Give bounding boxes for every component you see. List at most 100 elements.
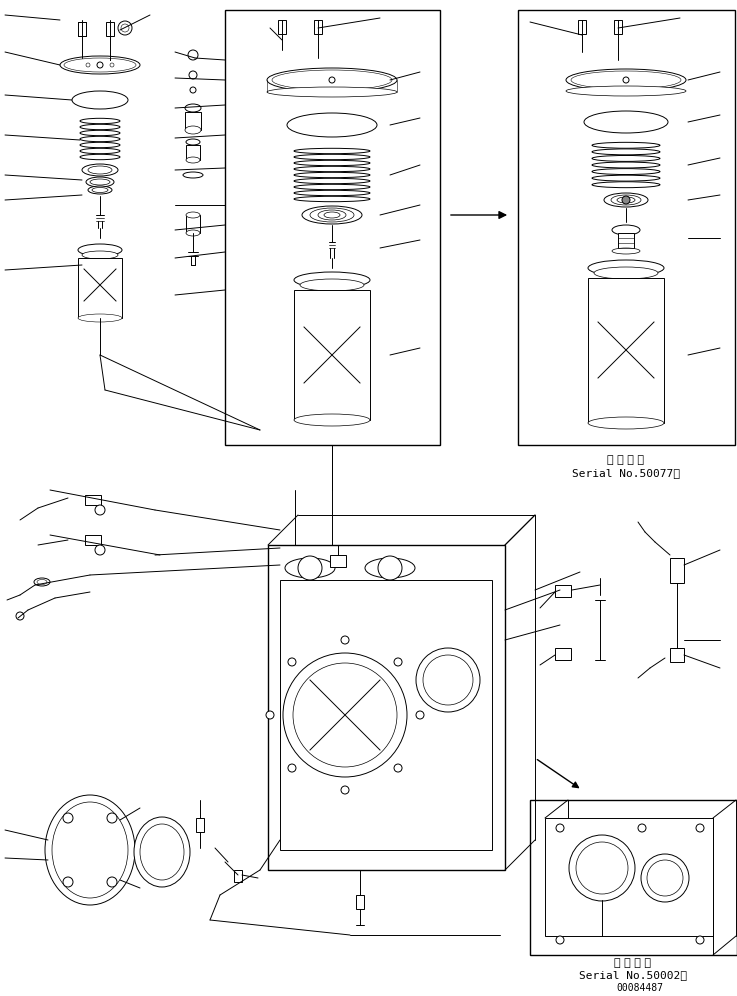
Ellipse shape: [592, 155, 660, 161]
Bar: [670, 558, 684, 583]
Text: 適 用 号 機: 適 用 号 機: [615, 958, 652, 968]
Ellipse shape: [592, 181, 660, 187]
Bar: [85, 495, 101, 505]
Bar: [618, 233, 634, 251]
Text: Serial No.50077～: Serial No.50077～: [572, 468, 680, 478]
Ellipse shape: [592, 168, 660, 174]
Circle shape: [423, 655, 473, 705]
Ellipse shape: [294, 184, 370, 189]
Circle shape: [341, 636, 349, 644]
Ellipse shape: [611, 195, 641, 205]
Text: Serial No.50002～: Serial No.50002～: [579, 970, 687, 980]
Ellipse shape: [612, 225, 640, 235]
Circle shape: [394, 658, 402, 666]
Ellipse shape: [294, 178, 370, 183]
Ellipse shape: [365, 558, 415, 578]
Ellipse shape: [186, 157, 200, 163]
Bar: [545, 818, 713, 936]
Circle shape: [86, 63, 90, 67]
Circle shape: [107, 813, 117, 823]
Bar: [555, 648, 571, 660]
Ellipse shape: [294, 196, 370, 202]
Circle shape: [576, 842, 628, 894]
Ellipse shape: [88, 166, 112, 174]
Ellipse shape: [571, 71, 681, 89]
Ellipse shape: [88, 186, 112, 194]
Ellipse shape: [37, 580, 47, 585]
Circle shape: [283, 653, 407, 777]
Bar: [578, 20, 586, 34]
Ellipse shape: [80, 119, 120, 124]
Bar: [225, 10, 440, 445]
Bar: [268, 545, 505, 870]
Bar: [106, 22, 114, 36]
Circle shape: [288, 764, 296, 772]
Ellipse shape: [318, 210, 346, 220]
Ellipse shape: [310, 208, 354, 222]
Ellipse shape: [82, 164, 118, 176]
Ellipse shape: [294, 166, 370, 171]
Circle shape: [190, 87, 196, 93]
Ellipse shape: [285, 558, 335, 578]
Bar: [670, 648, 684, 662]
Circle shape: [641, 854, 689, 902]
Ellipse shape: [617, 197, 635, 203]
Ellipse shape: [80, 148, 120, 153]
Ellipse shape: [183, 172, 203, 178]
Circle shape: [288, 658, 296, 666]
Ellipse shape: [604, 193, 648, 207]
Bar: [78, 22, 86, 36]
Circle shape: [622, 196, 630, 204]
Ellipse shape: [34, 578, 50, 586]
Ellipse shape: [294, 272, 370, 288]
Bar: [85, 535, 101, 545]
Ellipse shape: [294, 148, 370, 153]
Ellipse shape: [86, 177, 114, 187]
Bar: [555, 585, 571, 597]
Bar: [356, 895, 364, 909]
Circle shape: [63, 877, 73, 887]
Ellipse shape: [80, 142, 120, 147]
Circle shape: [556, 936, 564, 944]
Bar: [614, 20, 622, 34]
Ellipse shape: [80, 136, 120, 141]
Circle shape: [623, 77, 629, 83]
Ellipse shape: [592, 162, 660, 168]
Ellipse shape: [186, 139, 200, 145]
Ellipse shape: [267, 87, 397, 97]
Bar: [234, 870, 242, 882]
Bar: [196, 818, 204, 832]
Circle shape: [16, 612, 24, 620]
Ellipse shape: [185, 104, 201, 112]
Circle shape: [107, 877, 117, 887]
Ellipse shape: [140, 824, 184, 880]
Circle shape: [266, 711, 274, 719]
Ellipse shape: [72, 91, 128, 109]
Ellipse shape: [134, 817, 190, 887]
Circle shape: [97, 62, 103, 68]
Text: 適 用 号 機: 適 用 号 機: [607, 455, 644, 465]
Ellipse shape: [78, 244, 122, 256]
Circle shape: [569, 835, 635, 901]
Ellipse shape: [82, 251, 118, 259]
Ellipse shape: [92, 187, 108, 192]
Ellipse shape: [287, 113, 377, 137]
Circle shape: [329, 77, 335, 83]
Ellipse shape: [185, 126, 201, 134]
Ellipse shape: [324, 212, 340, 218]
Ellipse shape: [592, 142, 660, 148]
Circle shape: [63, 813, 73, 823]
Ellipse shape: [294, 154, 370, 159]
Ellipse shape: [80, 154, 120, 159]
Bar: [186, 145, 200, 160]
Ellipse shape: [566, 86, 686, 96]
Bar: [518, 10, 735, 445]
Ellipse shape: [294, 190, 370, 195]
Bar: [280, 580, 492, 850]
Text: 00084487: 00084487: [616, 983, 663, 993]
Circle shape: [95, 505, 105, 515]
Ellipse shape: [186, 230, 200, 236]
Ellipse shape: [186, 212, 200, 218]
Ellipse shape: [592, 148, 660, 154]
Ellipse shape: [294, 160, 370, 165]
